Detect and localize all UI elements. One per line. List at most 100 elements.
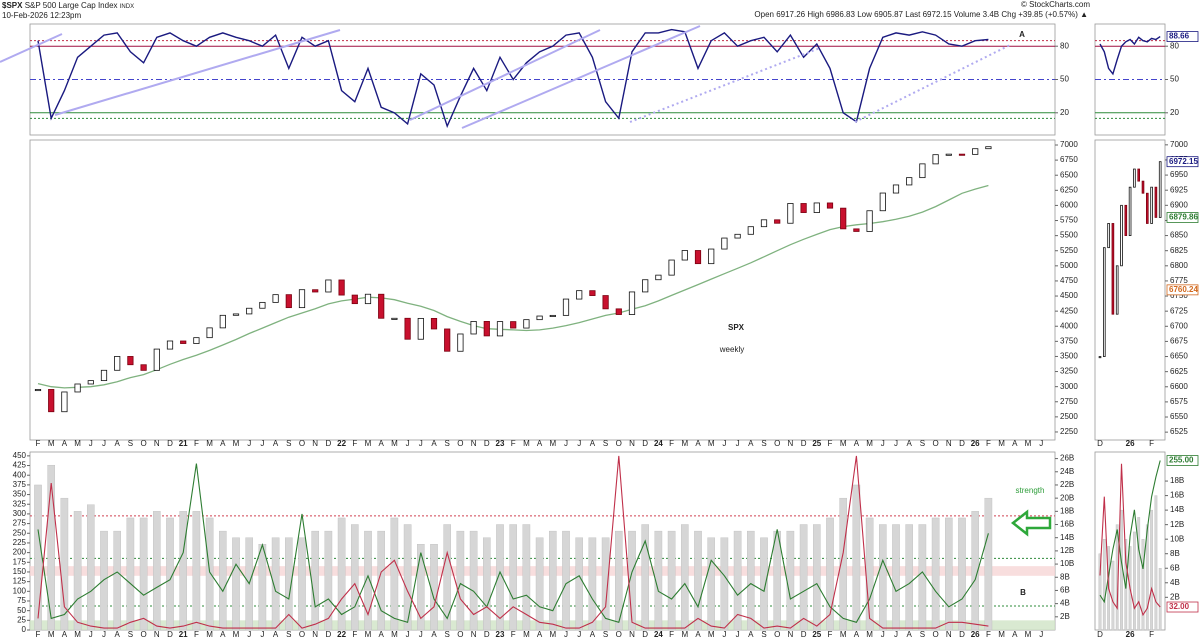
x-tick-label: N bbox=[946, 439, 952, 448]
x-tick-label: A bbox=[62, 439, 68, 448]
y2-tick-label: 6B bbox=[1170, 563, 1180, 572]
x-tick-label: O bbox=[457, 630, 463, 639]
x-tick-label: F bbox=[828, 630, 833, 639]
candle bbox=[708, 248, 715, 265]
candle bbox=[932, 154, 939, 165]
y-tick-label: 6825 bbox=[1170, 246, 1188, 255]
y-tick-label: 7000 bbox=[1060, 140, 1078, 149]
series-line bbox=[1099, 463, 1161, 617]
candle bbox=[840, 207, 847, 230]
volume-bar bbox=[813, 524, 821, 631]
x-tick-label: M bbox=[391, 630, 398, 639]
volume-bar bbox=[285, 537, 293, 631]
y2-tick-label: 16B bbox=[1060, 520, 1074, 529]
x-tick-label: S bbox=[286, 630, 291, 639]
y-tick-label: 80 bbox=[1170, 41, 1179, 50]
volume-bar bbox=[826, 517, 834, 631]
candle bbox=[140, 364, 147, 371]
candle bbox=[576, 290, 583, 300]
y2-tick-label: 10B bbox=[1170, 534, 1184, 543]
y2-tick-label: 16B bbox=[1170, 491, 1184, 500]
x-tick-label: A bbox=[907, 630, 913, 639]
y2-tick-label: 2B bbox=[1170, 592, 1180, 601]
x-tick-label: D bbox=[642, 439, 648, 448]
volume-bar bbox=[403, 524, 412, 631]
x-tick-label: A bbox=[273, 630, 279, 639]
volume-bar bbox=[1158, 568, 1162, 631]
volume-bar bbox=[1154, 495, 1158, 631]
volume-bar bbox=[496, 524, 504, 631]
candle bbox=[206, 327, 213, 339]
x-tick-label: M bbox=[681, 439, 688, 448]
candle bbox=[1158, 161, 1162, 218]
y-tick-label: 0 bbox=[22, 625, 27, 634]
x-tick-label: F bbox=[511, 630, 516, 639]
candle bbox=[325, 279, 332, 293]
x-tick-label: J bbox=[894, 630, 898, 639]
annotation-b: B bbox=[1020, 588, 1026, 597]
x-tick-label: O bbox=[774, 630, 780, 639]
volume-bar bbox=[918, 524, 927, 631]
x-tick-label: S bbox=[761, 630, 766, 639]
x-tick-label: A bbox=[537, 439, 543, 448]
x-tick-label: S bbox=[603, 630, 608, 639]
candle bbox=[34, 389, 42, 392]
y-tick-label: 6925 bbox=[1170, 185, 1188, 194]
x-tick-label: 22 bbox=[337, 439, 346, 448]
candle bbox=[747, 226, 754, 235]
x-tick-label: S bbox=[445, 439, 450, 448]
volume-bar bbox=[139, 517, 148, 631]
series-line bbox=[37, 455, 989, 629]
y-tick-label: 50 bbox=[1170, 75, 1179, 84]
volume-bar bbox=[641, 524, 649, 631]
candle bbox=[417, 317, 424, 340]
x-tick-label: N bbox=[154, 630, 160, 639]
readout-label: 32.00 bbox=[1169, 602, 1190, 611]
x-tick-label: D bbox=[167, 439, 173, 448]
x-tick-label: J bbox=[1039, 630, 1043, 639]
x-tick-label: A bbox=[379, 630, 385, 639]
trendline bbox=[0, 33, 63, 63]
volume-bar bbox=[852, 484, 861, 631]
x-tick-label: O bbox=[932, 439, 938, 448]
candle bbox=[430, 317, 438, 330]
x-tick-label: J bbox=[881, 439, 885, 448]
x-tick-label: D bbox=[642, 630, 648, 639]
y-tick-label: 2500 bbox=[1060, 412, 1078, 421]
readout-label: 255.00 bbox=[1169, 456, 1194, 465]
y-tick-label: 175 bbox=[13, 557, 27, 566]
y-tick-label: 50 bbox=[1060, 75, 1069, 84]
volume-bar bbox=[126, 517, 135, 631]
volume-bar bbox=[931, 517, 940, 631]
x-tick-label: 22 bbox=[337, 630, 346, 639]
x-tick-label: A bbox=[695, 439, 701, 448]
volume-bar bbox=[324, 530, 333, 631]
readout-box bbox=[1166, 601, 1199, 613]
x-tick-label: O bbox=[457, 439, 463, 448]
volume-bar bbox=[100, 530, 108, 631]
x-tick-label: F bbox=[194, 439, 199, 448]
y-tick-label: 6700 bbox=[1170, 321, 1188, 330]
candle bbox=[694, 250, 702, 265]
y-tick-label: 300 bbox=[13, 509, 27, 518]
x-tick-label: O bbox=[774, 439, 780, 448]
y2-tick-label: 4B bbox=[1170, 578, 1180, 587]
x-tick-label: F bbox=[986, 630, 991, 639]
x-tick-label: S bbox=[128, 630, 133, 639]
x-tick-label: J bbox=[564, 439, 568, 448]
x-tick-label: M bbox=[1025, 630, 1032, 639]
x-tick-label: A bbox=[854, 630, 860, 639]
x-tick-label: M bbox=[998, 630, 1005, 639]
y-tick-label: 50 bbox=[17, 606, 26, 615]
candle bbox=[1115, 265, 1119, 315]
chart-title: $SPX S&P 500 Large Cap Index INDX bbox=[2, 1, 134, 10]
x-tick-label: D bbox=[1097, 630, 1103, 639]
candle bbox=[615, 308, 622, 315]
volume-bar bbox=[786, 530, 795, 631]
candle bbox=[272, 294, 279, 303]
quote-item: Volume 3.4B bbox=[954, 10, 999, 19]
x-tick-label: M bbox=[74, 439, 81, 448]
x-tick-label: A bbox=[1012, 630, 1018, 639]
x-tick-label: O bbox=[299, 630, 305, 639]
